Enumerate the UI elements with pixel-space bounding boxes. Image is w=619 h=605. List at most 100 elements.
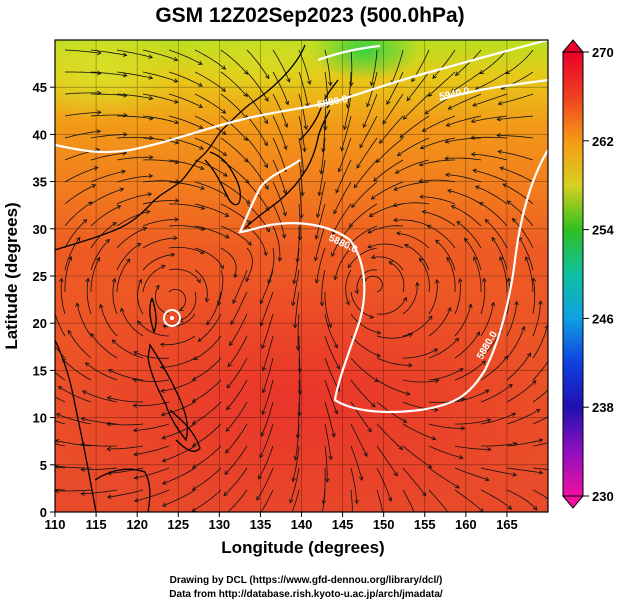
streamline bbox=[227, 489, 248, 512]
streamline-arrowhead bbox=[427, 464, 433, 469]
streamline bbox=[162, 445, 196, 462]
streamline bbox=[116, 211, 150, 227]
streamline-arrowhead bbox=[450, 205, 456, 210]
streamline bbox=[506, 326, 525, 359]
streamline bbox=[359, 115, 378, 148]
streamline bbox=[267, 247, 275, 284]
streamline-arrowhead bbox=[292, 323, 298, 329]
streamline-arrowhead bbox=[225, 448, 230, 454]
streamline-arrowhead bbox=[382, 119, 387, 125]
streamline-arrowhead bbox=[428, 315, 433, 320]
streamline bbox=[261, 313, 274, 349]
streamline bbox=[232, 269, 248, 304]
streamline bbox=[64, 256, 72, 293]
streamline bbox=[532, 416, 548, 425]
streamline-arrowhead bbox=[161, 502, 167, 507]
streamline-arrowhead bbox=[199, 165, 205, 170]
streamline-arrowhead bbox=[191, 464, 197, 469]
streamline bbox=[362, 275, 383, 293]
streamline bbox=[422, 211, 456, 227]
streamline bbox=[318, 159, 326, 196]
streamline-arrowhead bbox=[300, 192, 305, 197]
streamline bbox=[320, 137, 326, 174]
x-tick-label: 110 bbox=[45, 517, 66, 532]
streamline-arrowhead bbox=[353, 183, 358, 189]
streamline-arrowhead bbox=[200, 205, 206, 210]
streamline bbox=[403, 93, 430, 120]
streamline bbox=[134, 445, 170, 456]
streamline bbox=[382, 93, 404, 125]
streamline-arrowhead bbox=[145, 209, 151, 215]
streamline-arrowhead bbox=[418, 162, 424, 167]
streamline bbox=[422, 115, 456, 132]
streamline-arrowhead bbox=[444, 156, 449, 161]
streamline bbox=[134, 489, 170, 502]
streamline bbox=[133, 423, 170, 431]
streamline-arrowhead bbox=[291, 301, 296, 307]
streamline-arrowhead bbox=[261, 410, 266, 416]
streamline-arrowhead bbox=[198, 124, 204, 129]
streamline bbox=[324, 292, 332, 328]
streamline bbox=[428, 398, 465, 403]
streamline bbox=[64, 130, 101, 139]
streamline-arrowhead bbox=[200, 249, 205, 254]
streamline bbox=[194, 203, 229, 217]
x-tick-label: 140 bbox=[291, 517, 313, 532]
streamline-arrowhead bbox=[419, 194, 424, 200]
streamline bbox=[324, 49, 331, 86]
streamline bbox=[419, 179, 456, 183]
streamline-arrowhead bbox=[482, 277, 487, 283]
streamline-arrowhead bbox=[526, 352, 532, 358]
streamline-arrowhead bbox=[302, 147, 307, 153]
streamline-arrowhead bbox=[538, 470, 544, 475]
streamline bbox=[258, 445, 274, 480]
streamline bbox=[479, 49, 508, 75]
streamline-arrowhead bbox=[369, 314, 375, 320]
streamline bbox=[90, 205, 121, 227]
streamline bbox=[192, 445, 222, 469]
streamline bbox=[272, 93, 288, 128]
streamline-arrowhead bbox=[133, 351, 139, 356]
streamline-arrowhead bbox=[532, 505, 538, 511]
streamline-arrowhead bbox=[328, 455, 333, 461]
streamline bbox=[55, 420, 66, 425]
streamline bbox=[454, 304, 472, 337]
streamline bbox=[322, 116, 326, 152]
streamline-arrowhead bbox=[396, 151, 402, 157]
streamline-arrowhead bbox=[396, 231, 401, 236]
streamline-arrowhead bbox=[484, 219, 490, 224]
streamline bbox=[334, 247, 352, 280]
streamline bbox=[491, 237, 508, 271]
streamline-arrowhead bbox=[370, 254, 376, 259]
streamline bbox=[193, 335, 222, 360]
streamline-arrowhead bbox=[161, 435, 167, 440]
credit-drawing: Drawing by DCL (https://www.gfd-dennou.o… bbox=[170, 575, 443, 586]
streamline bbox=[272, 115, 287, 150]
streamline-arrowhead bbox=[374, 377, 379, 382]
streamline bbox=[298, 336, 301, 373]
streamline bbox=[386, 71, 404, 105]
streamline-arrowhead bbox=[121, 169, 127, 175]
streamline bbox=[90, 257, 101, 292]
streamline bbox=[194, 115, 227, 135]
streamline-arrowhead bbox=[331, 432, 336, 438]
streamline bbox=[262, 335, 274, 371]
streamline-arrowhead bbox=[499, 166, 505, 171]
streamline-arrowhead bbox=[173, 57, 179, 62]
streamline bbox=[194, 137, 227, 156]
streamline-arrowhead bbox=[174, 198, 180, 203]
streamline bbox=[142, 200, 179, 205]
streamline bbox=[397, 137, 430, 156]
streamline bbox=[225, 401, 248, 432]
streamline-arrowhead bbox=[319, 301, 325, 307]
streamline bbox=[402, 282, 418, 315]
streamline-arrowhead bbox=[511, 218, 517, 223]
streamline-arrowhead bbox=[447, 105, 453, 110]
streamline-arrowhead bbox=[161, 264, 166, 269]
streamline bbox=[418, 258, 430, 293]
streamline bbox=[316, 247, 326, 283]
streamline bbox=[55, 345, 66, 359]
streamline bbox=[161, 401, 196, 416]
streamline-arrowhead bbox=[264, 97, 269, 102]
